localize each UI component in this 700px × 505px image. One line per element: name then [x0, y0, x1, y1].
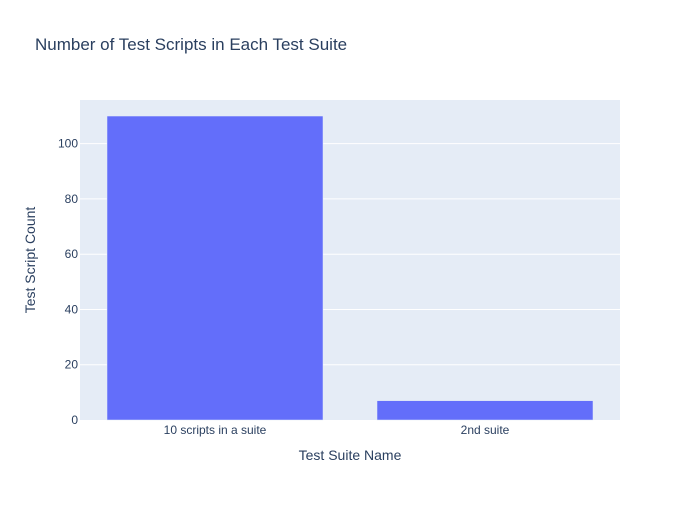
- x-axis-label: Test Suite Name: [299, 447, 402, 463]
- chart-title: Number of Test Scripts in Each Test Suit…: [35, 35, 347, 54]
- bars: [106, 115, 594, 421]
- y-tick-label: 60: [65, 247, 79, 261]
- y-axis-ticks: 0 20 40 60 80 100: [58, 137, 78, 427]
- x-tick-label: 10 scripts in a suite: [164, 423, 267, 437]
- bar-1: [106, 115, 324, 421]
- x-axis-ticks: 10 scripts in a suite 2nd suite: [164, 423, 510, 437]
- x-tick-label: 2nd suite: [461, 423, 510, 437]
- y-tick-label: 0: [71, 413, 78, 427]
- bar-2: [376, 400, 594, 421]
- y-tick-label: 100: [58, 137, 78, 151]
- y-tick-label: 40: [65, 302, 79, 316]
- y-tick-label: 20: [65, 358, 79, 372]
- y-axis-label: Test Script Count: [22, 207, 38, 314]
- y-tick-label: 80: [65, 192, 79, 206]
